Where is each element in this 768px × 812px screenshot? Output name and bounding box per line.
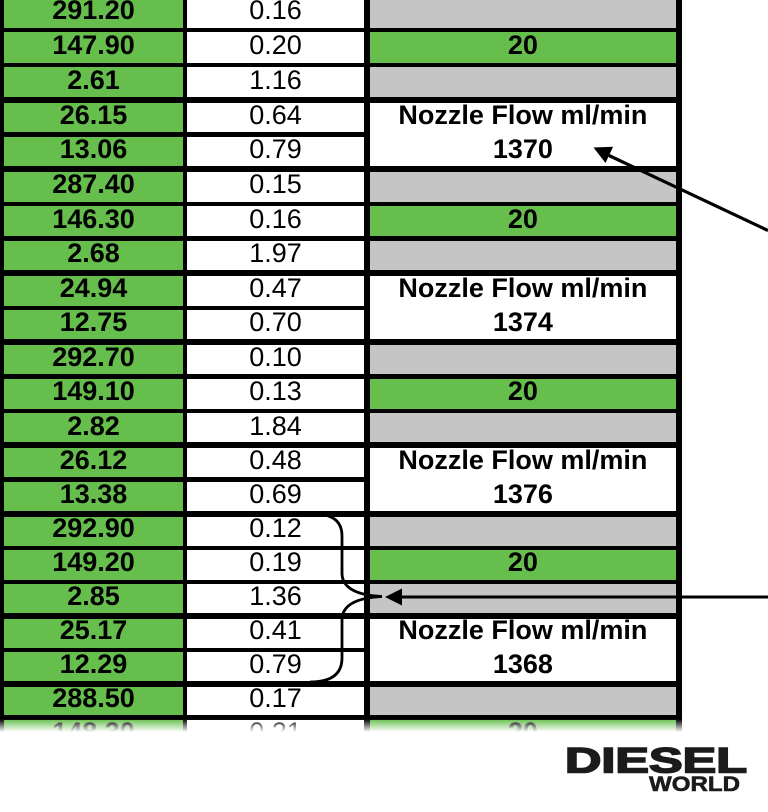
svg-text:DIESEL: DIESEL <box>565 742 747 781</box>
svg-text:WORLD: WORLD <box>649 773 740 796</box>
